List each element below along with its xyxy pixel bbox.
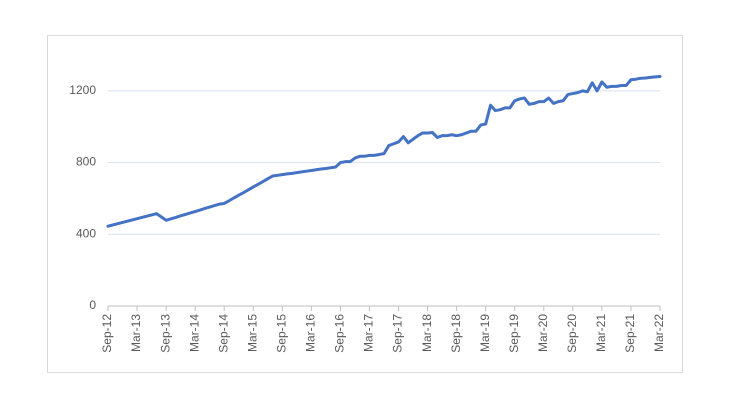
- y-tick-label: 1200: [69, 83, 96, 97]
- x-tick-label: Mar-21: [594, 314, 608, 352]
- x-tick-label: Mar-14: [187, 314, 201, 352]
- line: [106, 75, 662, 228]
- x-tick-label: Sep-14: [216, 314, 230, 353]
- x-tick-label: Sep-20: [565, 314, 579, 353]
- x-tick-label: Mar-18: [420, 314, 434, 352]
- x-tick-label: Sep-15: [274, 314, 288, 353]
- x-tick-label: Sep-13: [158, 314, 172, 353]
- x-tick-label: Sep-19: [507, 314, 521, 353]
- x-tick-label: Mar-20: [536, 314, 550, 352]
- x-tick-label: Sep-21: [623, 314, 637, 353]
- y-tick-label: 800: [76, 155, 96, 169]
- x-tick-label: Sep-12: [100, 314, 114, 353]
- x-tick-label: Sep-16: [333, 314, 347, 353]
- x-tick-label: Sep-17: [391, 314, 405, 353]
- x-tick-label: Sep-18: [449, 314, 463, 353]
- x-tick-label: Mar-19: [478, 314, 492, 352]
- x-tick-label: Mar-17: [362, 314, 376, 352]
- x-tick-label: Mar-15: [245, 314, 259, 352]
- x-tick-label: Mar-16: [304, 314, 318, 352]
- x-tick-label: Mar-22: [652, 314, 666, 352]
- y-tick-label: 400: [76, 226, 96, 240]
- x-tick-label: Mar-13: [129, 314, 143, 352]
- y-tick-label: 0: [89, 298, 96, 312]
